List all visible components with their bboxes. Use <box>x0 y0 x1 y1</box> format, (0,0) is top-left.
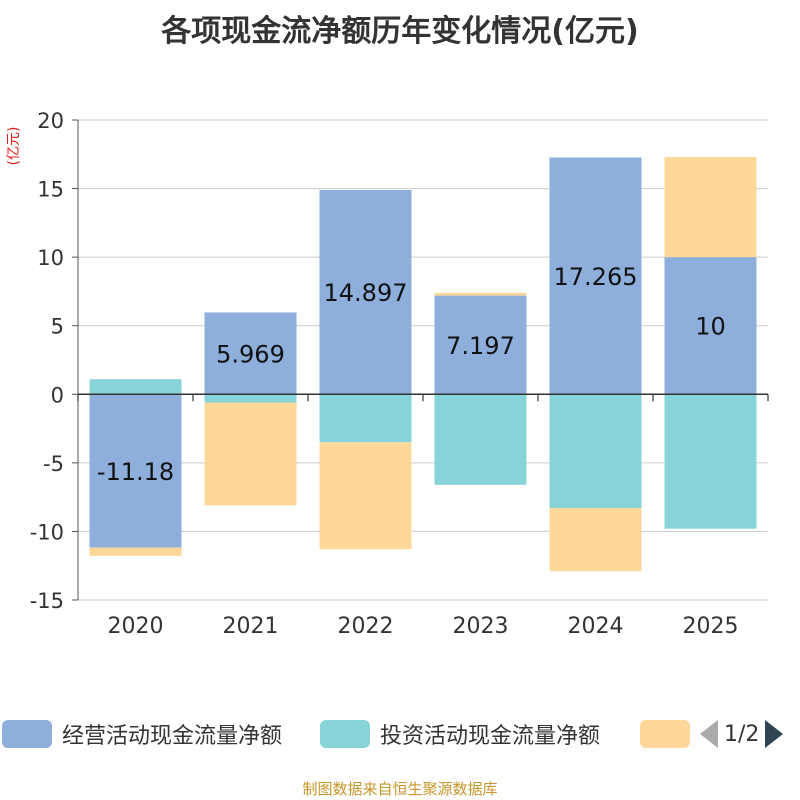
y-tick-label: 5 <box>51 315 64 339</box>
x-tick-label: 2025 <box>683 614 739 639</box>
chevron-right-icon[interactable] <box>765 720 784 748</box>
x-tick-label: 2024 <box>568 614 624 639</box>
bar-value-label: 5.969 <box>216 340 285 368</box>
y-axis-label: (亿元) <box>6 127 22 166</box>
bar-segment[interactable] <box>549 394 642 509</box>
bar-segment[interactable] <box>434 394 527 485</box>
legend-swatch-investing <box>320 720 370 748</box>
bar-segment[interactable] <box>89 379 182 395</box>
bar-segment[interactable] <box>434 292 527 296</box>
bars <box>89 157 757 572</box>
legend-page-indicator: 1/2 <box>724 721 760 747</box>
y-tick-label: 10 <box>37 246 64 270</box>
y-tick-label: 15 <box>37 178 64 202</box>
bar-segment[interactable] <box>664 257 757 395</box>
bar-value-label: 17.265 <box>554 263 638 291</box>
y-tick-label: 0 <box>51 383 64 407</box>
bar-segment[interactable] <box>89 547 182 556</box>
legend-item-investing[interactable]: 投资活动现金流量净额 <box>320 714 600 754</box>
x-tick-label: 2021 <box>223 614 279 639</box>
bar-labels: -11.18 5.969 14.897 7.197 17.265 10 <box>97 263 726 486</box>
y-tick-label: 20 <box>37 109 64 133</box>
legend: 经营活动现金流量净额 投资活动现金流量净额 1/2 <box>0 714 800 754</box>
bar-segment[interactable] <box>549 508 642 572</box>
legend-swatch-operating <box>2 720 52 748</box>
legend-swatch-financing <box>640 720 690 748</box>
bar-segment[interactable] <box>549 157 642 395</box>
bar-segment[interactable] <box>204 312 297 395</box>
bar-value-label: 7.197 <box>446 332 515 360</box>
grid-lines <box>78 119 768 601</box>
bar-segment[interactable] <box>664 394 757 529</box>
chart-title: 各项现金流净额历年变化情况(亿元) <box>161 14 639 49</box>
bar-segment[interactable] <box>319 394 412 443</box>
bar-segment[interactable] <box>89 394 182 548</box>
bar-segment[interactable] <box>434 295 527 395</box>
bar-segment[interactable] <box>664 157 757 258</box>
x-tick-label: 2023 <box>453 614 509 639</box>
bar-segment[interactable] <box>319 442 412 550</box>
bar-value-label: 10 <box>695 313 726 341</box>
legend-label-operating: 经营活动现金流量净额 <box>62 724 283 749</box>
data-source-note: 制图数据来自恒生聚源数据库 <box>302 780 498 798</box>
bar-segment[interactable] <box>204 394 297 403</box>
x-tick-label: 2020 <box>108 614 164 639</box>
legend-item-operating[interactable]: 经营活动现金流量净额 <box>2 714 282 754</box>
bar-segment[interactable] <box>319 189 412 395</box>
bar-segment[interactable] <box>204 402 297 506</box>
legend-item-financing[interactable] <box>640 714 700 754</box>
bar-value-label: 14.897 <box>324 279 408 307</box>
x-tick-label: 2022 <box>338 614 394 639</box>
y-tick-label: -10 <box>30 520 64 544</box>
chevron-left-icon[interactable] <box>700 720 718 748</box>
bar-value-label: -11.18 <box>97 458 174 486</box>
y-tick-label: -5 <box>43 452 64 476</box>
y-tick-label: -15 <box>30 589 64 613</box>
legend-label-investing: 投资活动现金流量净额 <box>380 724 601 749</box>
legend-pager: 1/2 <box>700 714 784 754</box>
